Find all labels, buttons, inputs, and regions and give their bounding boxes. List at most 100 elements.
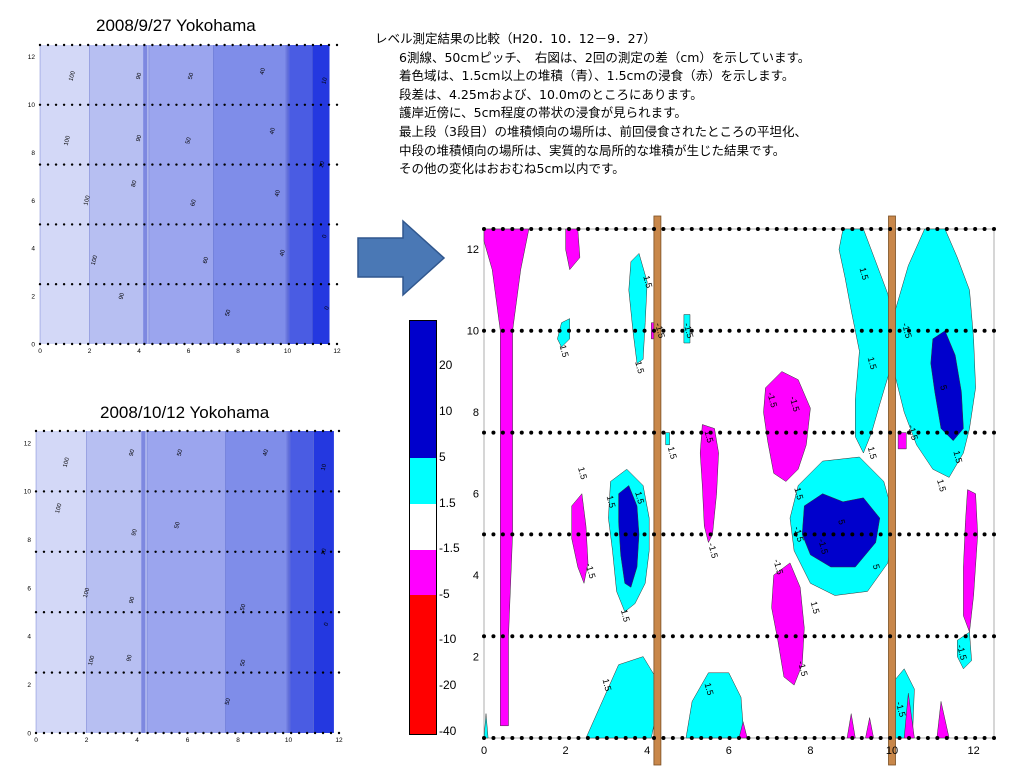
survey-point	[916, 532, 921, 537]
right-arrow-icon	[357, 219, 446, 297]
survey-point	[50, 550, 54, 553]
survey-point	[194, 490, 197, 493]
survey-point	[207, 342, 210, 346]
survey-point	[247, 283, 250, 286]
survey-point	[106, 550, 109, 553]
survey-point	[162, 611, 165, 614]
survey-point	[519, 227, 524, 231]
survey-point	[992, 430, 996, 435]
survey-point	[106, 490, 109, 493]
survey-point	[510, 634, 515, 639]
contour-label: -1.5	[792, 525, 806, 543]
survey-point	[888, 430, 893, 435]
survey-point	[127, 163, 130, 166]
survey-point	[274, 429, 277, 433]
survey-point	[840, 328, 845, 333]
survey-point	[661, 430, 666, 435]
survey-point	[642, 736, 647, 740]
survey-point	[50, 429, 54, 433]
survey-point	[500, 430, 505, 435]
survey-point	[210, 611, 213, 614]
survey-point	[595, 736, 600, 740]
survey-point	[727, 532, 732, 537]
contour-label: -1.5	[906, 424, 920, 442]
survey-point	[982, 430, 987, 435]
survey-point	[42, 490, 46, 493]
survey-point	[159, 342, 162, 346]
survey-point	[633, 736, 638, 740]
survey-point	[274, 490, 277, 493]
survey-point	[925, 328, 930, 333]
survey-point	[491, 736, 496, 740]
survey-point	[62, 342, 66, 346]
survey-point	[151, 283, 154, 286]
survey-point	[774, 634, 779, 639]
survey-point	[202, 490, 205, 493]
survey-point	[78, 163, 82, 166]
contour-label: -1.5	[765, 391, 779, 409]
survey-point	[159, 43, 162, 47]
survey-point	[954, 532, 959, 537]
y-tick-label: 10	[24, 489, 32, 496]
survey-point	[803, 430, 808, 435]
survey-point	[982, 736, 987, 740]
survey-point	[247, 103, 250, 107]
deposition-region	[665, 432, 670, 446]
survey-point	[42, 429, 46, 433]
survey-point	[916, 634, 921, 639]
survey-point	[50, 611, 54, 614]
survey-point	[297, 731, 301, 735]
survey-point	[226, 550, 229, 553]
legend-label: 5	[439, 450, 446, 464]
erosion-region	[565, 228, 581, 271]
contour-label: 1.5	[619, 608, 632, 623]
survey-point	[529, 227, 534, 231]
survey-point	[111, 43, 114, 47]
x-tick-label: 8	[236, 348, 240, 355]
survey-point	[111, 342, 114, 346]
survey-point	[510, 532, 515, 537]
survey-point	[138, 429, 141, 433]
survey-point	[859, 328, 864, 333]
survey-point	[822, 328, 826, 333]
survey-point	[279, 163, 283, 166]
survey-point	[226, 731, 229, 735]
survey-point	[327, 223, 331, 226]
survey-point	[247, 342, 250, 346]
contour-label: 100	[83, 194, 92, 206]
survey-point	[202, 429, 205, 433]
survey-point	[755, 430, 760, 435]
survey-point	[38, 223, 42, 226]
survey-point	[510, 736, 515, 740]
survey-point	[138, 550, 141, 553]
survey-point	[327, 103, 331, 107]
survey-point	[519, 532, 524, 537]
survey-point	[170, 550, 173, 553]
survey-point	[114, 429, 117, 433]
survey-point	[944, 532, 949, 537]
survey-point	[86, 223, 90, 226]
survey-point	[661, 634, 666, 639]
survey-point	[295, 43, 299, 47]
survey-point	[321, 429, 325, 433]
survey-point	[680, 634, 685, 639]
survey-point	[287, 283, 291, 286]
survey-point	[585, 736, 590, 740]
legend-band-blue	[410, 321, 436, 458]
survey-point	[74, 490, 78, 493]
survey-point	[281, 490, 285, 493]
survey-point	[935, 634, 940, 639]
survey-point	[321, 611, 325, 614]
survey-point	[585, 634, 590, 639]
survey-point	[234, 550, 237, 553]
contour-label: 1.5	[703, 682, 716, 697]
survey-point	[567, 532, 571, 537]
survey-point	[50, 671, 54, 674]
survey-point	[114, 550, 117, 553]
survey-point	[202, 611, 205, 614]
survey-point	[210, 429, 213, 433]
survey-point	[670, 736, 675, 740]
survey-point	[670, 227, 675, 231]
survey-point	[935, 227, 940, 231]
